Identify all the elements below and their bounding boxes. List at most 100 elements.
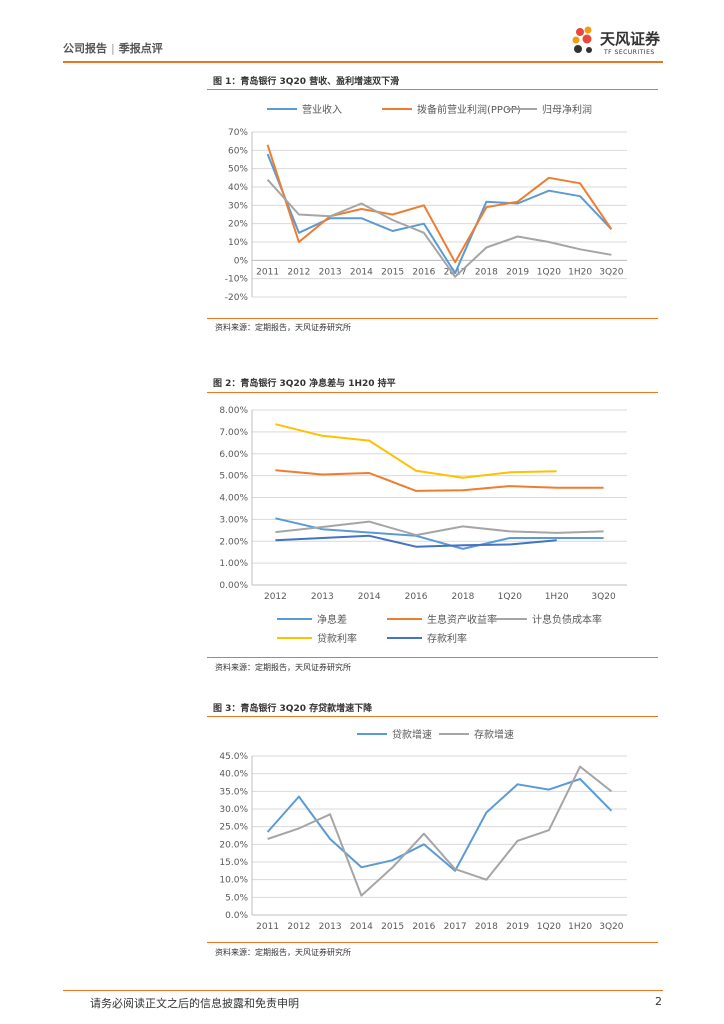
fig2-y-tick-label: 1.00% (219, 559, 248, 569)
fig2-legend-label-4: 贷款利率 (317, 632, 357, 645)
fig2-y-tick-label: 0.00% (219, 581, 248, 591)
fig3-series-line-1 (266, 778, 613, 872)
fig3-y-tick-label: 0.0% (225, 911, 248, 921)
header-separator: | (111, 42, 115, 55)
figure-1-bottom-rule (207, 318, 658, 319)
figure-1-source: 资料来源：定期报告，天风证券研究所 (215, 323, 351, 332)
fig1-x-tick-label: 1H20 (568, 267, 592, 277)
figure-3-title: 图 3：青岛银行 3Q20 存贷款增速下降 (213, 704, 373, 714)
figure-2-source: 资料来源：定期报告，天风证券研究所 (215, 663, 351, 672)
fig1-x-tick-label: 2019 (506, 267, 529, 277)
fig2-series-line-1 (275, 517, 604, 550)
figure-3-rule (207, 716, 658, 717)
fig3-x-tick-label: 2012 (287, 922, 310, 932)
report-header: 公司报告 | 季报点评 (63, 40, 163, 56)
fig1-y-tick-label: 0% (234, 256, 249, 266)
figure-3-chart: 0.0% 5.0% 10.0% 15.0% 20.0% 25.0% 30.0% 35.0% 40… (219, 728, 627, 932)
fig1-x-tick-label: 1Q20 (537, 267, 562, 277)
fig3-x-tick-label: 3Q20 (599, 922, 624, 932)
figure-3-source: 资料来源：定期报告，天风证券研究所 (215, 948, 351, 957)
figure-1-chart: -20% -10% 0% 10% 20% 30% 40% 50% 60% 70% 2011 2012 2… (225, 103, 627, 303)
page-number: 2 (655, 995, 662, 1008)
fig2-series-line-3 (275, 520, 604, 537)
fig1-y-tick-label: 60% (228, 146, 248, 156)
footer-disclaimer: 请务必阅读正文之后的信息披露和免责申明 (90, 997, 299, 1010)
fig3-x-tick-label: 2017 (444, 922, 467, 932)
fig2-y-tick-label: 8.00% (219, 406, 248, 416)
company-logo: 天风证券 TF SECURITIES (570, 22, 680, 62)
fig2-legend-label-2: 生息资产收益率 (427, 613, 497, 626)
fig3-x-tick-label: 2019 (506, 922, 529, 932)
fig3-y-tick-label: 40.0% (219, 770, 248, 780)
report-type: 公司报告 (63, 42, 107, 55)
fig2-x-tick-label: 2014 (358, 592, 381, 602)
fig1-series-line-2 (266, 144, 613, 264)
fig1-y-tick-label: 20% (228, 220, 248, 230)
fig3-y-tick-label: 20.0% (219, 840, 248, 850)
fig3-y-tick-label: 15.0% (219, 858, 248, 868)
fig2-y-tick-label: 2.00% (219, 537, 248, 547)
fig2-y-tick-label: 3.00% (219, 515, 248, 525)
fig3-x-tick-label: 2016 (412, 922, 435, 932)
fig1-legend-label-3: 归母净利润 (542, 103, 592, 116)
figure-2-bottom-rule (207, 657, 658, 658)
fig2-x-tick-label: 2012 (264, 592, 287, 602)
fig3-x-tick-label: 1H20 (568, 922, 592, 932)
fig2-series-line-4 (275, 423, 557, 479)
fig2-series-line-5 (275, 534, 557, 548)
fig1-legend-label-2: 拨备前营业利润(PPOP) (417, 103, 521, 116)
logo-subtext: TF SECURITIES (604, 49, 655, 56)
fig3-y-tick-label: 25.0% (219, 823, 248, 833)
fig2-y-tick-label: 5.00% (219, 472, 248, 482)
fig2-legend-label-3: 计息负债成本率 (532, 613, 602, 626)
logo-text: 天风证券 (600, 30, 661, 48)
fig2-x-tick-label: 1Q20 (498, 592, 523, 602)
fig2-x-tick-label: 2016 (405, 592, 428, 602)
header-rule (63, 61, 663, 63)
fig1-x-tick-label: 2016 (412, 267, 435, 277)
figure-1-title: 图 1：青岛银行 3Q20 营收、盈利增速双下滑 (213, 77, 400, 87)
figure-2-chart: 0.00% 1.00% 2.00% 3.00% 4.00% 5.00% 6.00% 7.00%… (219, 406, 627, 645)
fig1-x-tick-label: 2012 (287, 267, 310, 277)
figure-1-rule (207, 89, 658, 90)
fig1-y-tick-label: -10% (225, 275, 249, 285)
fig1-y-tick-label: 30% (228, 201, 248, 211)
fig1-y-tick-label: 50% (228, 165, 248, 175)
fig2-x-tick-label: 3Q20 (591, 592, 616, 602)
fig3-x-tick-label: 2014 (350, 922, 373, 932)
fig3-y-tick-label: 35.0% (219, 787, 248, 797)
fig3-x-tick-label: 1Q20 (537, 922, 562, 932)
fig2-y-tick-label: 4.00% (219, 494, 248, 504)
fig3-x-tick-label: 2018 (475, 922, 498, 932)
fig1-y-tick-label: 10% (228, 238, 248, 248)
fig1-y-tick-label: -20% (225, 293, 249, 303)
fig1-x-tick-label: 2013 (319, 267, 342, 277)
fig2-x-tick-label: 2018 (451, 592, 474, 602)
fig1-x-tick-label: 2011 (256, 267, 279, 277)
fig1-series-line-3 (266, 179, 612, 278)
fig3-x-tick-label: 2011 (256, 922, 279, 932)
fig1-x-tick-label: 3Q20 (599, 267, 624, 277)
fig2-legend-label-5: 存款利率 (427, 632, 467, 645)
fig3-y-tick-label: 45.0% (219, 752, 248, 762)
report-section: 季报点评 (118, 42, 163, 55)
fig1-y-tick-label: 40% (228, 183, 248, 193)
fig1-x-tick-label: 2018 (475, 267, 498, 277)
fig1-legend-label-1: 营业收入 (302, 103, 342, 116)
fig1-y-tick-label: 70% (228, 128, 248, 138)
fig2-legend-label-1: 净息差 (317, 613, 347, 626)
fig2-x-tick-label: 1H20 (545, 592, 569, 602)
figure-2-rule (207, 392, 658, 393)
fig2-y-tick-label: 7.00% (219, 428, 248, 438)
fig3-y-tick-label: 30.0% (219, 805, 248, 815)
fig3-y-tick-label: 10.0% (219, 876, 248, 886)
fig2-series-line-2 (275, 469, 604, 492)
fig3-y-tick-label: 5.0% (225, 893, 248, 903)
fig3-legend-label-1: 贷款增速 (392, 728, 432, 741)
fig3-x-tick-label: 2013 (319, 922, 342, 932)
fig3-series-line-2 (267, 765, 613, 897)
logo-flower-icon (572, 26, 592, 53)
fig3-x-tick-label: 2015 (381, 922, 404, 932)
fig2-x-tick-label: 2013 (311, 592, 334, 602)
fig1-x-tick-label: 2015 (381, 267, 404, 277)
